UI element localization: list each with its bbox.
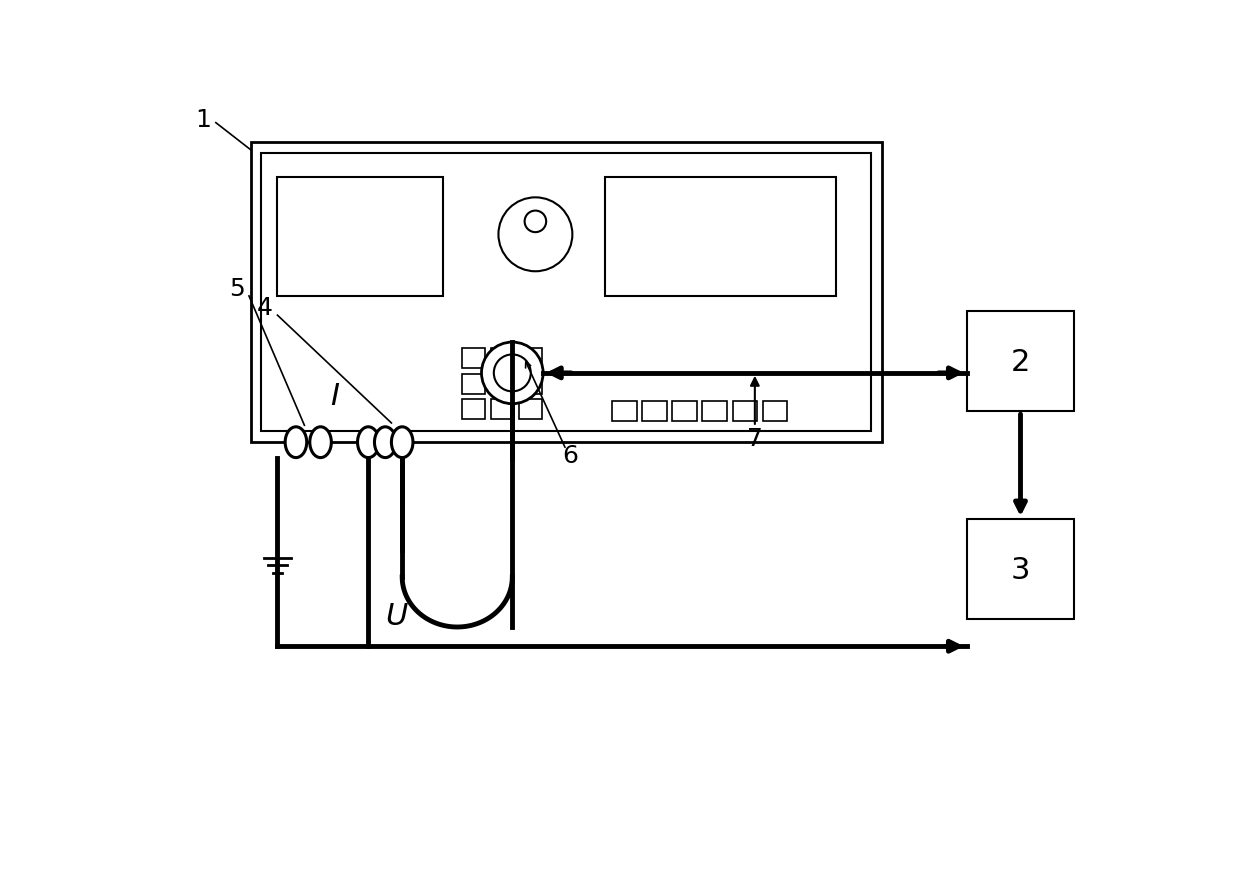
Text: 5: 5 xyxy=(229,277,246,301)
Ellipse shape xyxy=(374,428,396,458)
Bar xyxy=(672,401,697,421)
Ellipse shape xyxy=(285,428,306,458)
Bar xyxy=(491,348,513,368)
Bar xyxy=(642,401,667,421)
Text: 3: 3 xyxy=(1011,555,1030,584)
Ellipse shape xyxy=(310,428,331,458)
Bar xyxy=(463,375,485,395)
Text: 6: 6 xyxy=(562,444,578,468)
Circle shape xyxy=(525,211,546,233)
Bar xyxy=(520,375,542,395)
Bar xyxy=(967,520,1074,620)
Circle shape xyxy=(481,342,543,404)
Text: $U$: $U$ xyxy=(384,600,409,631)
Text: 7: 7 xyxy=(746,427,763,451)
Bar xyxy=(703,401,727,421)
Bar xyxy=(262,154,872,432)
Text: 2: 2 xyxy=(1011,348,1030,376)
Bar xyxy=(520,400,542,420)
Bar xyxy=(763,401,787,421)
Bar xyxy=(250,143,882,442)
Bar xyxy=(613,401,637,421)
Bar xyxy=(605,177,836,296)
Bar xyxy=(463,400,485,420)
Bar xyxy=(491,400,513,420)
Ellipse shape xyxy=(357,428,379,458)
Bar xyxy=(278,177,443,296)
Circle shape xyxy=(494,355,531,392)
Bar xyxy=(520,348,542,368)
Bar xyxy=(463,348,485,368)
Text: 4: 4 xyxy=(257,296,273,320)
Text: $I$: $I$ xyxy=(330,381,340,412)
Bar xyxy=(491,375,513,395)
Bar xyxy=(733,401,758,421)
Ellipse shape xyxy=(392,428,413,458)
Text: 1: 1 xyxy=(195,108,211,131)
Circle shape xyxy=(498,198,573,272)
Bar xyxy=(967,312,1074,412)
